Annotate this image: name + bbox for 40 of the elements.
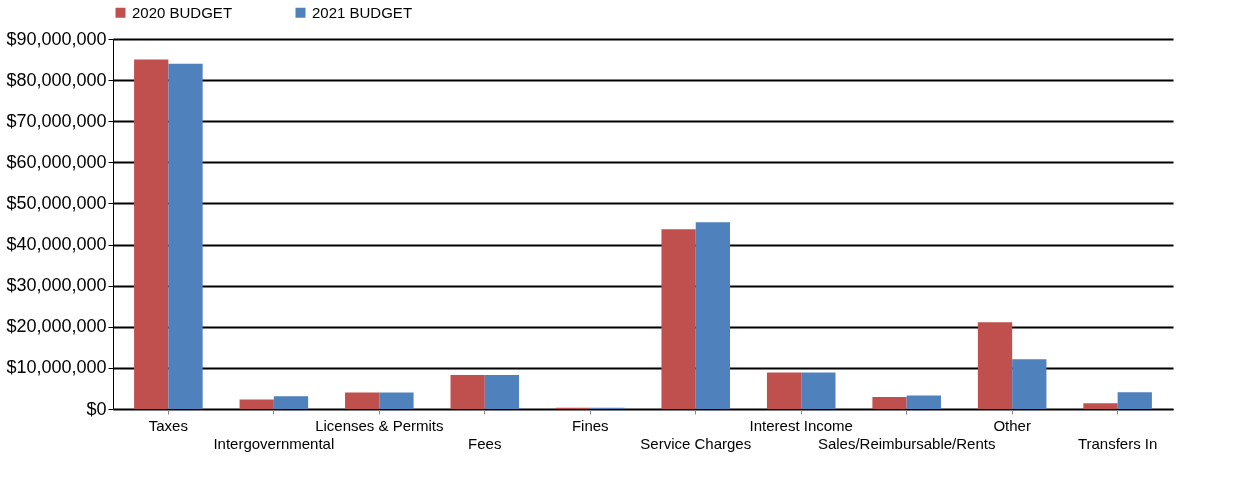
y-tick-label: $30,000,000 [6,275,107,296]
y-tick-label: $0 [86,398,107,419]
bar [134,59,169,409]
bar [450,374,485,409]
y-tick-label: $10,000,000 [6,357,107,378]
bar [239,399,274,409]
bar [168,63,203,409]
x-tick-label: Intergovernmental [213,434,335,452]
legend-label: 2020 BUDGET [132,3,233,21]
bar [801,372,836,409]
x-tick-label: Licenses & Permits [315,416,444,434]
bar [872,397,907,409]
bar [1012,359,1047,409]
bar [273,396,309,409]
y-tick-label: $40,000,000 [6,234,107,255]
x-tick-label: Other [993,416,1031,434]
x-tick-label: Service Charges [640,434,752,452]
bar [906,395,941,409]
y-tick-label: $50,000,000 [6,192,107,213]
bar [1117,392,1152,409]
bar [379,392,414,409]
bar [766,372,802,409]
x-tick-label: Interest Income [749,416,853,434]
x-tick-label: Fees [468,434,502,452]
x-tick-label: Sales/Reimbursable/Rents [817,434,996,452]
x-tick-label: Taxes [148,416,188,434]
bar [977,322,1013,409]
x-tick-label: Transfers In [1077,434,1158,452]
y-tick-label: $70,000,000 [6,110,107,131]
legend-label: 2021 BUDGET [312,3,413,21]
y-tick-label: $60,000,000 [6,151,107,172]
bar [345,392,380,409]
bar [484,374,520,409]
y-tick-label: $90,000,000 [6,28,107,49]
x-tick-label: Fines [571,416,609,434]
y-tick-label: $80,000,000 [6,69,107,90]
bar [661,229,696,409]
bar [695,222,731,409]
bar [1083,403,1118,409]
y-tick-label: $20,000,000 [6,316,107,337]
